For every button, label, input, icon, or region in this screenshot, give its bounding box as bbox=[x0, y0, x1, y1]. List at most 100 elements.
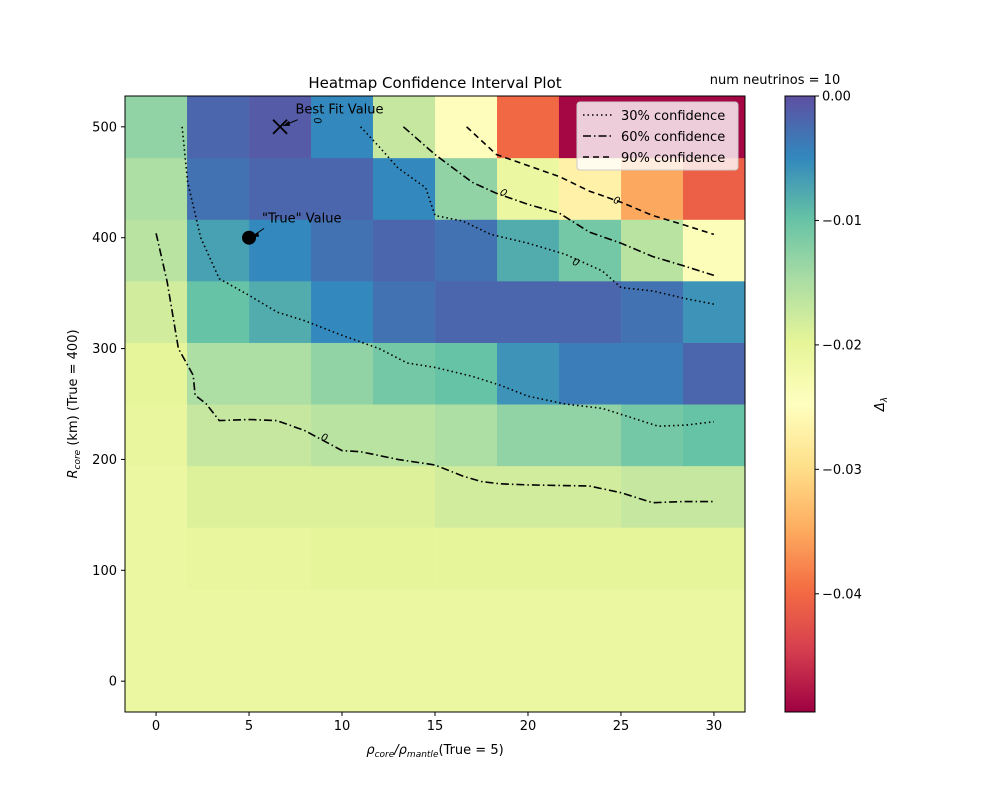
heatmap-cell bbox=[682, 465, 746, 528]
y-tick-label: 400 bbox=[92, 231, 117, 246]
heatmap-cell bbox=[435, 280, 498, 343]
heatmap-cell bbox=[125, 465, 188, 528]
heatmap-cell bbox=[621, 280, 684, 343]
heatmap-cell bbox=[435, 342, 498, 405]
heatmap-cell bbox=[558, 527, 622, 590]
heatmap-cell bbox=[249, 465, 312, 528]
contour-label: 0 bbox=[498, 187, 509, 200]
heatmap-cell bbox=[497, 588, 560, 651]
heatmap-cell bbox=[621, 650, 684, 713]
heatmap-cell bbox=[125, 219, 188, 282]
heatmap-cell bbox=[249, 404, 312, 467]
heatmap-cell bbox=[249, 342, 312, 405]
heatmap-cell bbox=[372, 280, 436, 343]
heatmap-cell bbox=[497, 342, 560, 405]
heatmap-cell bbox=[497, 157, 560, 220]
marker-label: Best Fit Value bbox=[296, 103, 384, 118]
heatmap-cell bbox=[372, 219, 436, 282]
heatmap-cell bbox=[497, 280, 560, 343]
heatmap-cell bbox=[372, 342, 436, 405]
colorbar-tick-label: −0.03 bbox=[822, 463, 862, 478]
marker-label: "True" Value bbox=[262, 211, 341, 226]
heatmap-cell bbox=[435, 404, 498, 467]
legend-label: 90% confidence bbox=[621, 151, 725, 166]
heatmap-cell bbox=[125, 404, 188, 467]
contour-label: 0 bbox=[319, 432, 329, 445]
colorbar-tick-label: −0.02 bbox=[822, 338, 862, 353]
heatmap-cell bbox=[558, 465, 622, 528]
legend: 30% confidence 60% confidence 90% confiden… bbox=[576, 101, 739, 171]
heatmap-cell bbox=[187, 157, 250, 220]
heatmap-cell bbox=[311, 96, 374, 159]
contour-lines bbox=[155, 126, 715, 504]
heatmap-cell bbox=[372, 588, 436, 651]
best-fit-marker bbox=[272, 119, 288, 135]
heatmap-cell bbox=[187, 527, 250, 590]
heatmap-cell bbox=[497, 650, 560, 713]
heatmap-cell bbox=[621, 465, 684, 528]
contour-line bbox=[466, 126, 715, 236]
heatmap-cell bbox=[311, 527, 374, 590]
heatmap-cell bbox=[125, 342, 188, 405]
heatmap-cell bbox=[558, 404, 622, 467]
heatmap-cell bbox=[187, 96, 250, 159]
true-value-marker bbox=[242, 230, 257, 245]
arrow-head bbox=[283, 120, 291, 126]
heatmap-cell bbox=[372, 465, 436, 528]
contour-labels: 0 0 0 0 −0 bbox=[311, 117, 622, 445]
markers: Best Fit Value "True" Value bbox=[242, 103, 384, 245]
heatmap-cell bbox=[187, 219, 250, 282]
heatmap-cell bbox=[311, 342, 374, 405]
x-tick-label: 5 bbox=[245, 719, 253, 734]
y-tick-label: 300 bbox=[92, 342, 117, 357]
x-tick-label: 20 bbox=[520, 719, 537, 734]
num-neutrinos-annotation: num neutrinos = 10 bbox=[710, 73, 840, 88]
heatmap-cell bbox=[621, 588, 684, 651]
heatmap-cell bbox=[558, 280, 622, 343]
heatmap-cell bbox=[372, 157, 436, 220]
heatmap-cell bbox=[311, 588, 374, 651]
heatmap-cell bbox=[497, 527, 560, 590]
heatmap-cell bbox=[311, 650, 374, 713]
x-tick-label: 15 bbox=[427, 719, 444, 734]
legend-box bbox=[576, 101, 739, 171]
heatmap-cell bbox=[311, 280, 374, 343]
heatmap-cell bbox=[187, 465, 250, 528]
colorbar-tick-label: −0.01 bbox=[822, 214, 862, 229]
contour-label: −0 bbox=[604, 192, 622, 207]
legend-label: 30% confidence bbox=[621, 109, 725, 124]
heatmap-cell bbox=[311, 157, 374, 220]
contour-line bbox=[181, 126, 714, 428]
heatmap-cell bbox=[558, 219, 622, 282]
colorbar-label: Δλ bbox=[873, 397, 890, 412]
heatmap-cell bbox=[311, 465, 374, 528]
heatmap-cell bbox=[249, 157, 312, 220]
heatmap-cell bbox=[435, 465, 498, 528]
heatmap-cell bbox=[435, 219, 498, 282]
heatmap-cell bbox=[311, 219, 374, 282]
heatmap-cell bbox=[435, 96, 498, 159]
heatmap-cell bbox=[621, 342, 684, 405]
heatmap-cell bbox=[621, 404, 684, 467]
heatmap-cell bbox=[125, 157, 188, 220]
heatmap-cell bbox=[621, 219, 684, 282]
heatmap-cell bbox=[187, 650, 250, 713]
colorbar-tick-label: −0.04 bbox=[822, 587, 862, 602]
colorbar-tick-label: 0.00 bbox=[822, 90, 851, 105]
x-axis-label: ρcore/ρmantle(True = 5) bbox=[366, 743, 503, 760]
contour-line bbox=[360, 126, 715, 305]
arrow-head bbox=[252, 231, 260, 237]
heatmap-cell bbox=[435, 527, 498, 590]
y-tick-label: 500 bbox=[92, 120, 117, 135]
heatmap-cell bbox=[125, 650, 188, 713]
heatmap-cell bbox=[497, 96, 560, 159]
heatmap-cell bbox=[682, 342, 746, 405]
x-tick-label: 10 bbox=[334, 719, 351, 734]
heatmap-cell bbox=[497, 404, 560, 467]
heatmap-cell bbox=[435, 157, 498, 220]
legend-label: 60% confidence bbox=[621, 130, 725, 145]
contour-label: 0 bbox=[570, 257, 580, 270]
heatmap-cell bbox=[558, 650, 622, 713]
heatmap-cell bbox=[497, 465, 560, 528]
